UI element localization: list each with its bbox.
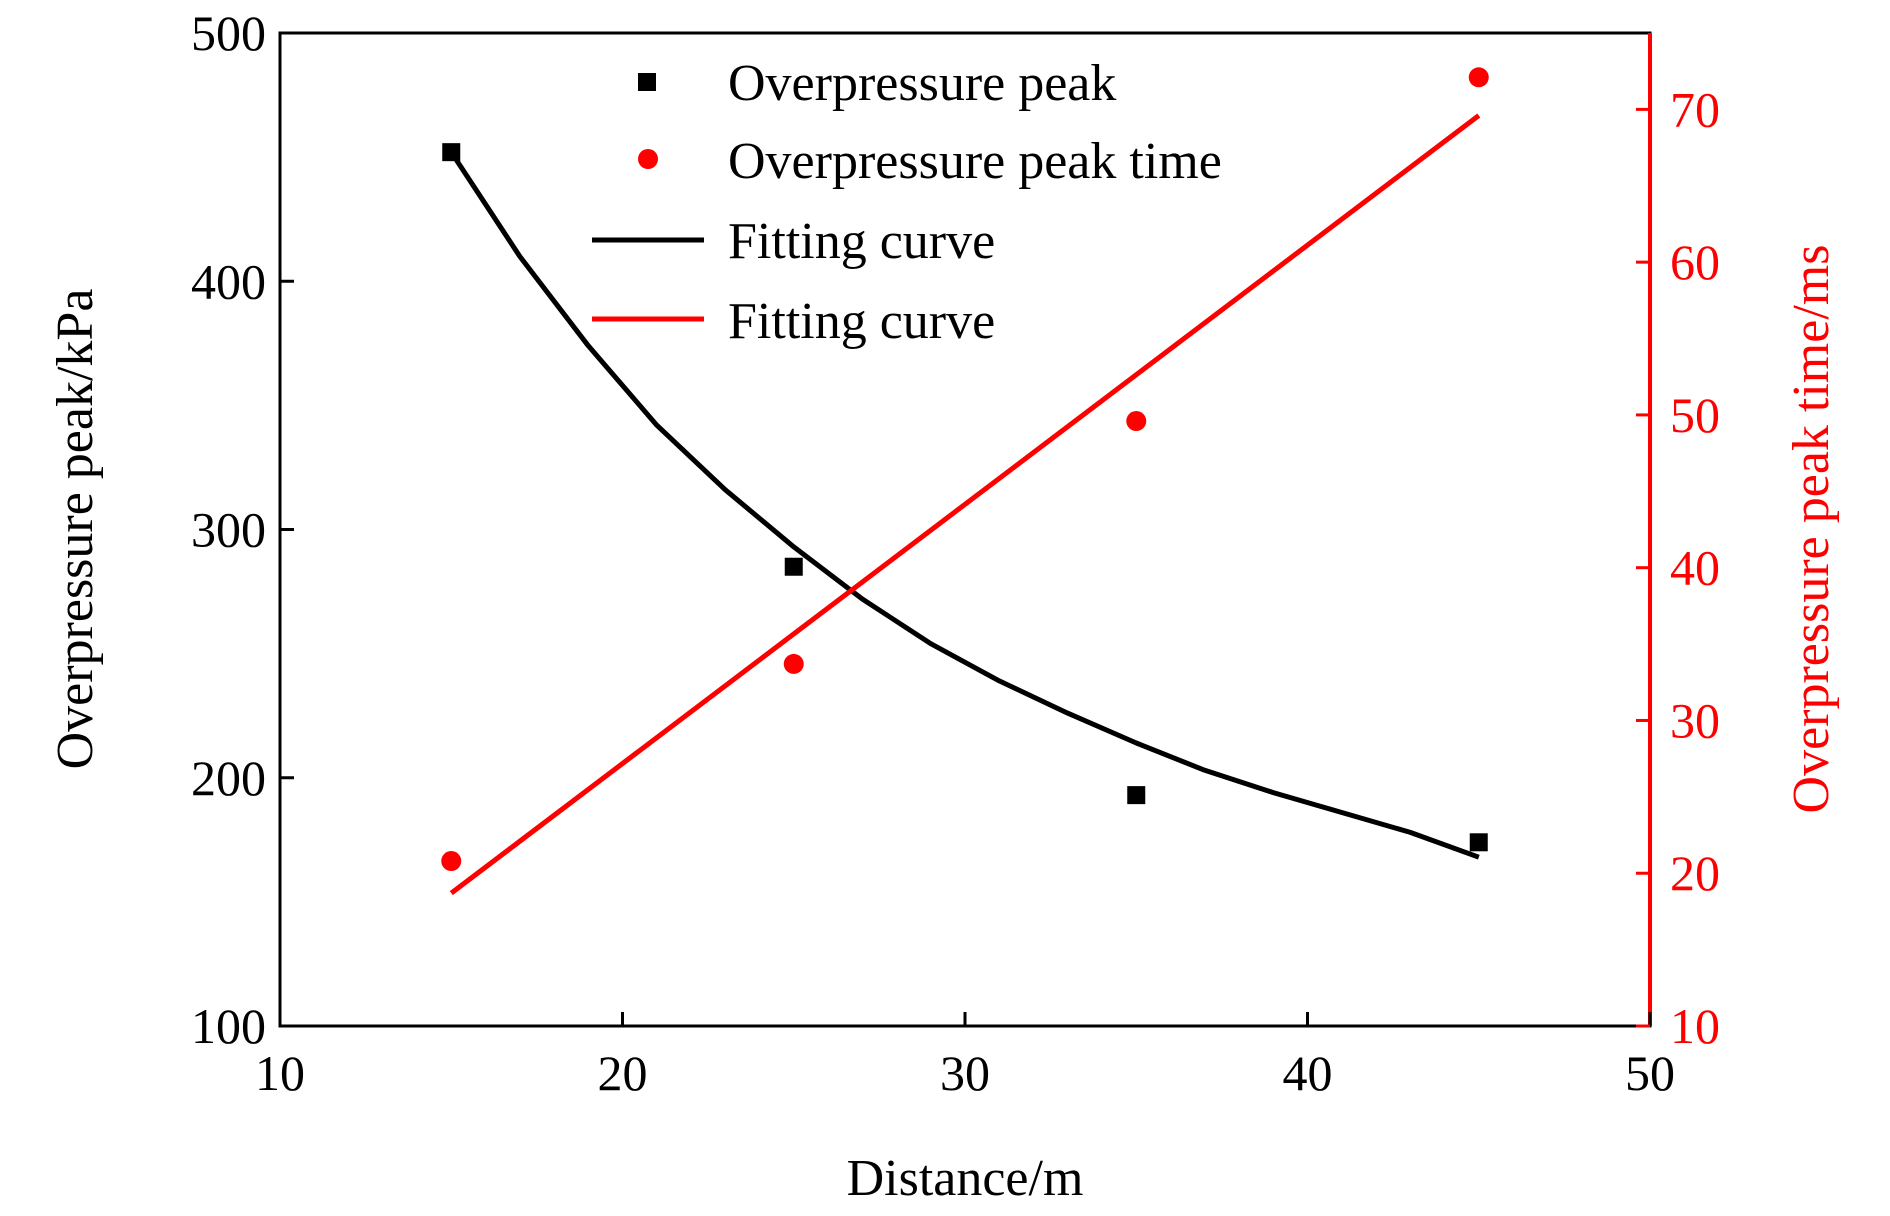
tick-labels: 10 20 30 40 50 100 200 300 400 500 10 20 30 40 50 60 70 [191, 5, 1720, 1101]
legend-label-fit-black: Fitting curve [728, 213, 995, 270]
legend-label-fit-red: Fitting curve [728, 293, 995, 350]
y2-tick-label: 30 [1670, 692, 1720, 748]
y2-tick-label: 20 [1670, 845, 1720, 901]
tick-marks [278, 31, 1652, 1028]
data-point-time [1468, 67, 1489, 88]
data-point-time [441, 851, 462, 872]
data-point-time [1126, 411, 1147, 432]
y-tick-label: 400 [191, 253, 266, 309]
y-tick-label: 200 [191, 750, 266, 806]
legend-label-peak: Overpressure peak [728, 55, 1116, 112]
data-point-peak [1127, 786, 1146, 805]
data-point-time [783, 653, 804, 674]
data-point-peak [1469, 833, 1488, 852]
y2-tick-label: 10 [1670, 998, 1720, 1054]
y-tick-label: 500 [191, 5, 266, 61]
y-tick-label: 300 [191, 502, 266, 558]
fit-line-time [449, 113, 1481, 896]
x-tick-label: 10 [255, 1045, 305, 1101]
legend-marker-circle [638, 149, 658, 169]
y2-tick-label: 40 [1670, 540, 1720, 596]
legend-marker-square [638, 73, 656, 91]
x-tick-label: 20 [598, 1045, 648, 1101]
y-axis-title: Overpressure peak/kPa [47, 289, 104, 770]
y2-tick-label: 50 [1670, 387, 1720, 443]
fit-curve-peak [449, 150, 1480, 860]
legend-label-time: Overpressure peak time [728, 133, 1222, 190]
x-axis-title: Distance/m [847, 1150, 1084, 1207]
legend: Overpressure peak Overpressure peak time… [592, 55, 1222, 350]
data-point-peak [784, 557, 803, 576]
x-tick-label: 30 [940, 1045, 990, 1101]
series-layer [441, 67, 1489, 896]
x-tick-label: 40 [1283, 1045, 1333, 1101]
y2-tick-label: 60 [1670, 234, 1720, 290]
x-tick-label: 50 [1625, 1045, 1675, 1101]
y-tick-label: 100 [191, 998, 266, 1054]
y2-axis-title: Overpressure peak time/ms [1783, 245, 1840, 814]
y2-tick-label: 70 [1670, 81, 1720, 137]
